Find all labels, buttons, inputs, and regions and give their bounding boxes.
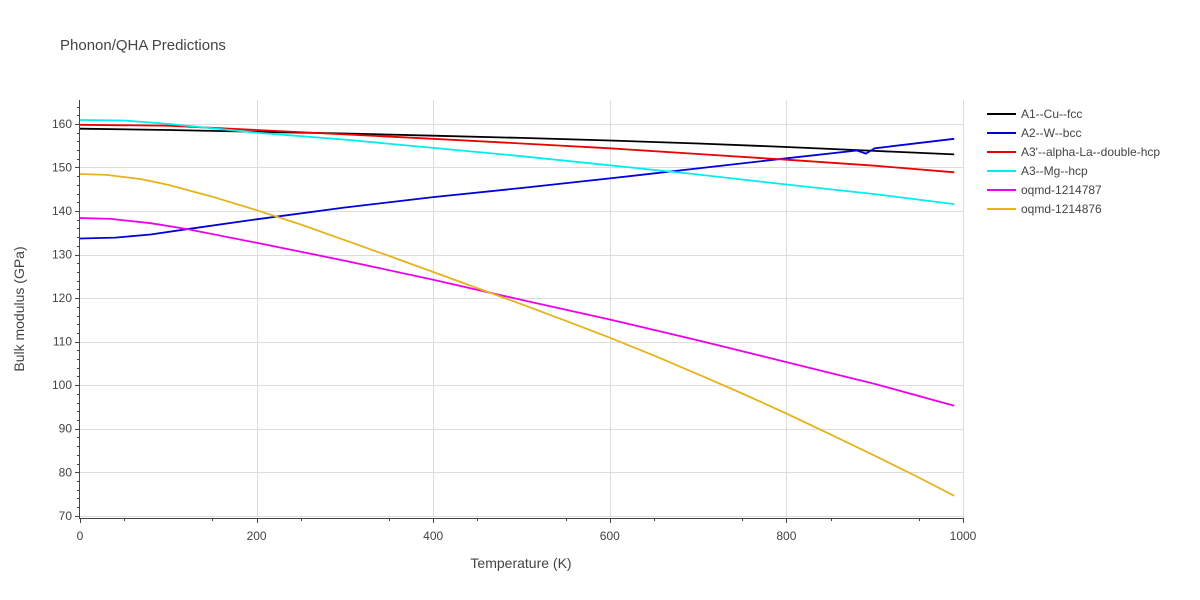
x-tick-label: 400 <box>423 529 443 543</box>
x-tick-label: 200 <box>247 529 267 543</box>
y-tick-label: 140 <box>52 204 72 218</box>
legend-item[interactable]: A1--Cu--fcc <box>987 107 1082 121</box>
y-tick-label: 120 <box>52 291 72 305</box>
y-axis-title: Bulk modulus (GPa) <box>11 246 27 371</box>
grid <box>80 100 964 518</box>
legend-label: A3--Mg--hcp <box>1021 164 1088 178</box>
y-tick-label: 160 <box>52 117 72 131</box>
series-line-3 <box>79 119 955 205</box>
legend-item[interactable]: oqmd-1214876 <box>987 202 1102 216</box>
legend-label: oqmd-1214787 <box>1021 183 1102 197</box>
series-line-2 <box>79 123 955 174</box>
legend-item[interactable]: oqmd-1214787 <box>987 183 1102 197</box>
legend-label: A2--W--bcc <box>1021 126 1081 140</box>
y-tick-label: 130 <box>52 248 72 262</box>
y-tick-label: 80 <box>59 465 73 479</box>
y-tick-label: 90 <box>59 422 73 436</box>
x-axis-ticks: 0 200 400 600 800 1000 <box>77 518 977 543</box>
series-line-5 <box>79 173 955 497</box>
x-tick-label: 800 <box>776 529 796 543</box>
y-tick-label: 100 <box>52 378 72 392</box>
y-tick-label: 70 <box>59 509 73 523</box>
series-line-0 <box>79 127 955 156</box>
legend-label: A1--Cu--fcc <box>1021 107 1082 121</box>
x-tick-label: 1000 <box>950 529 977 543</box>
legend-item[interactable]: A3'--alpha-La--double-hcp <box>987 145 1160 159</box>
y-axis-ticks: 70 80 90 100 110 120 130 140 150 160 <box>52 107 80 523</box>
legend[interactable]: A1--Cu--fcc A2--W--bcc A3'--alpha-La--doub… <box>987 107 1160 216</box>
series-line-4 <box>79 217 955 407</box>
x-axis-title: Temperature (K) <box>470 555 571 571</box>
y-tick-label: 150 <box>52 160 72 174</box>
x-tick-label: 0 <box>77 529 84 543</box>
legend-label: A3'--alpha-La--double-hcp <box>1021 145 1160 159</box>
series-lines <box>79 119 955 497</box>
legend-item[interactable]: A3--Mg--hcp <box>987 164 1088 178</box>
y-tick-label: 110 <box>53 335 72 349</box>
series-line-1 <box>79 137 955 240</box>
x-tick-label: 600 <box>600 529 620 543</box>
legend-label: oqmd-1214876 <box>1021 202 1102 216</box>
legend-item[interactable]: A2--W--bcc <box>987 126 1081 140</box>
chart-title: Phonon/QHA Predictions <box>60 37 226 54</box>
